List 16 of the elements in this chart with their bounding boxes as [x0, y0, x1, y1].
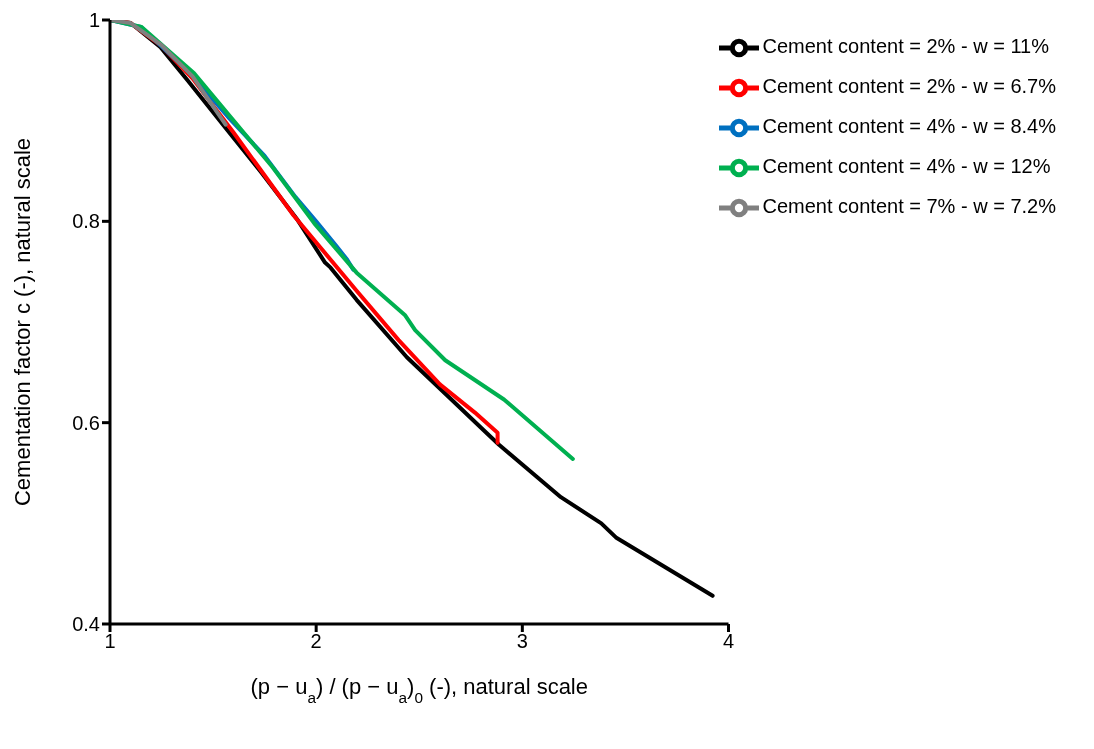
y-tick-label: 0.6 [72, 411, 100, 434]
x-tick-label: 3 [516, 630, 528, 653]
line-series [110, 20, 228, 127]
x-tick-label: 1 [104, 630, 116, 653]
legend-label: Cement content = 4% - w = 12% [762, 155, 1051, 178]
legend-label: Cement content = 4% - w = 8.4% [762, 115, 1056, 138]
x-tick-label: 2 [310, 630, 322, 653]
y-axis-title: Cementation factor c (-), natural scale [10, 137, 35, 507]
y-tick-label: 0.4 [72, 613, 100, 636]
legend-label: Cement content = 2% - w = 11% [762, 35, 1049, 58]
y-tick-label: 0.8 [72, 210, 100, 233]
y-tick-label: 1 [88, 9, 100, 32]
legend-label: Cement content = 2% - w = 6.7% [762, 75, 1056, 98]
legend-label: Cement content = 7% - w = 7.2% [762, 195, 1056, 218]
x-axis-title: (p − u$_{a}$) / (p − u$_{a}$)$_{0}$ (-), natural scale [250, 674, 588, 706]
x-tick-label: 4 [722, 630, 735, 653]
